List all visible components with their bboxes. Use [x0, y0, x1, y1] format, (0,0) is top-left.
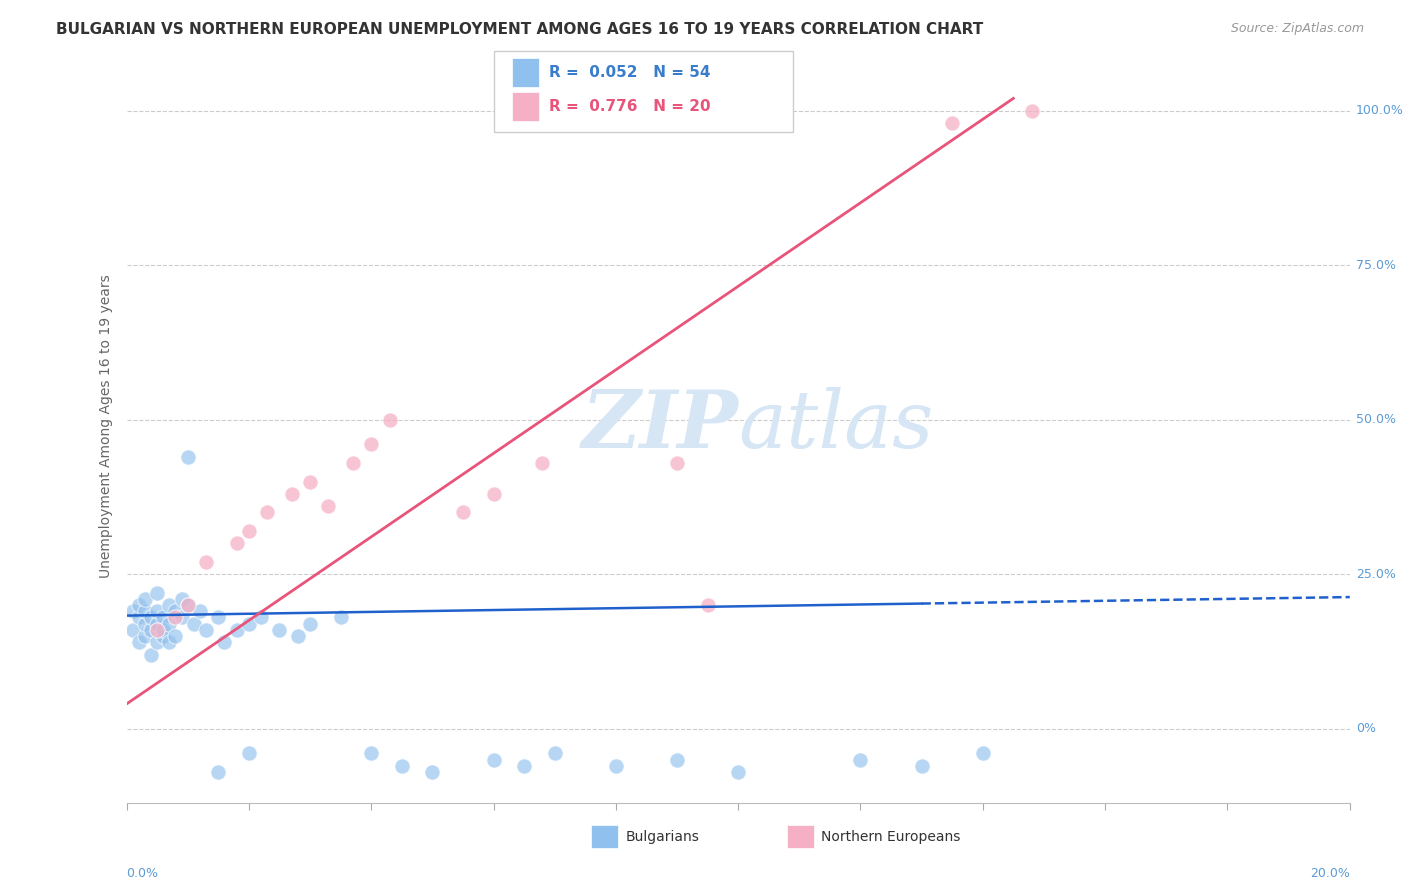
Point — [183, 616, 205, 631]
Point — [605, 758, 627, 772]
Point — [177, 598, 200, 612]
Point — [134, 591, 156, 606]
Point — [482, 753, 505, 767]
Text: Bulgarians: Bulgarians — [626, 830, 700, 844]
Point — [422, 764, 444, 779]
Point — [666, 753, 689, 767]
Point — [139, 648, 162, 662]
Point — [238, 747, 260, 761]
Text: atlas: atlas — [738, 387, 934, 465]
Point — [207, 764, 229, 779]
Text: 75.0%: 75.0% — [1355, 259, 1396, 272]
Point — [134, 604, 156, 618]
Point — [941, 116, 963, 130]
Point — [207, 610, 229, 624]
Point — [165, 629, 187, 643]
Point — [360, 747, 382, 761]
Point — [250, 610, 273, 624]
Point — [195, 555, 218, 569]
Point — [146, 635, 169, 649]
Point — [972, 747, 994, 761]
Point — [165, 610, 187, 624]
Point — [177, 598, 200, 612]
Point — [482, 487, 505, 501]
Point — [287, 629, 309, 643]
Point — [225, 536, 247, 550]
Point — [360, 437, 382, 451]
Point — [134, 616, 156, 631]
Point — [157, 598, 180, 612]
Point — [378, 413, 401, 427]
Point — [911, 758, 934, 772]
Point — [146, 586, 169, 600]
Point — [195, 623, 218, 637]
Point — [280, 487, 302, 501]
Point — [318, 500, 340, 514]
Point — [139, 610, 162, 624]
Point — [513, 758, 536, 772]
Point — [128, 635, 150, 649]
Point — [451, 505, 474, 519]
Text: Northern Europeans: Northern Europeans — [821, 830, 960, 844]
Bar — [592, 825, 619, 848]
Point — [157, 616, 180, 631]
Text: 100.0%: 100.0% — [1355, 104, 1403, 118]
Text: ZIP: ZIP — [581, 387, 738, 465]
Point — [849, 753, 872, 767]
Text: 50.0%: 50.0% — [1355, 413, 1396, 426]
Point — [1021, 103, 1043, 118]
Point — [225, 623, 247, 637]
Point — [165, 604, 187, 618]
Point — [188, 604, 211, 618]
Y-axis label: Unemployment Among Ages 16 to 19 years: Unemployment Among Ages 16 to 19 years — [100, 274, 114, 578]
Point — [139, 623, 162, 637]
Point — [170, 610, 193, 624]
Point — [256, 505, 278, 519]
Point — [727, 764, 749, 779]
Point — [342, 456, 364, 470]
Point — [696, 598, 718, 612]
Point — [152, 610, 174, 624]
Text: 20.0%: 20.0% — [1310, 867, 1350, 880]
Point — [152, 629, 174, 643]
Point — [299, 616, 322, 631]
Point — [121, 604, 143, 618]
Text: 25.0%: 25.0% — [1355, 567, 1396, 581]
Point — [170, 591, 193, 606]
Point — [329, 610, 352, 624]
Point — [391, 758, 413, 772]
Text: R =  0.052   N = 54: R = 0.052 N = 54 — [548, 65, 710, 80]
Point — [152, 623, 174, 637]
Point — [666, 456, 689, 470]
Point — [128, 610, 150, 624]
Bar — [787, 825, 814, 848]
Point — [146, 623, 169, 637]
Bar — [512, 92, 538, 120]
Point — [177, 450, 200, 464]
Bar — [512, 58, 538, 87]
Point — [134, 629, 156, 643]
Point — [121, 623, 143, 637]
Point — [146, 604, 169, 618]
Point — [146, 616, 169, 631]
Point — [157, 635, 180, 649]
Point — [269, 623, 291, 637]
Point — [128, 598, 150, 612]
Text: 0%: 0% — [1355, 723, 1376, 735]
Point — [543, 747, 565, 761]
Point — [531, 456, 554, 470]
Point — [214, 635, 236, 649]
FancyBboxPatch shape — [494, 51, 793, 132]
Text: R =  0.776   N = 20: R = 0.776 N = 20 — [548, 99, 710, 114]
Text: Source: ZipAtlas.com: Source: ZipAtlas.com — [1230, 22, 1364, 36]
Point — [238, 524, 260, 538]
Text: 0.0%: 0.0% — [127, 867, 159, 880]
Text: BULGARIAN VS NORTHERN EUROPEAN UNEMPLOYMENT AMONG AGES 16 TO 19 YEARS CORRELATIO: BULGARIAN VS NORTHERN EUROPEAN UNEMPLOYM… — [56, 22, 983, 37]
Point — [299, 475, 322, 489]
Point — [238, 616, 260, 631]
